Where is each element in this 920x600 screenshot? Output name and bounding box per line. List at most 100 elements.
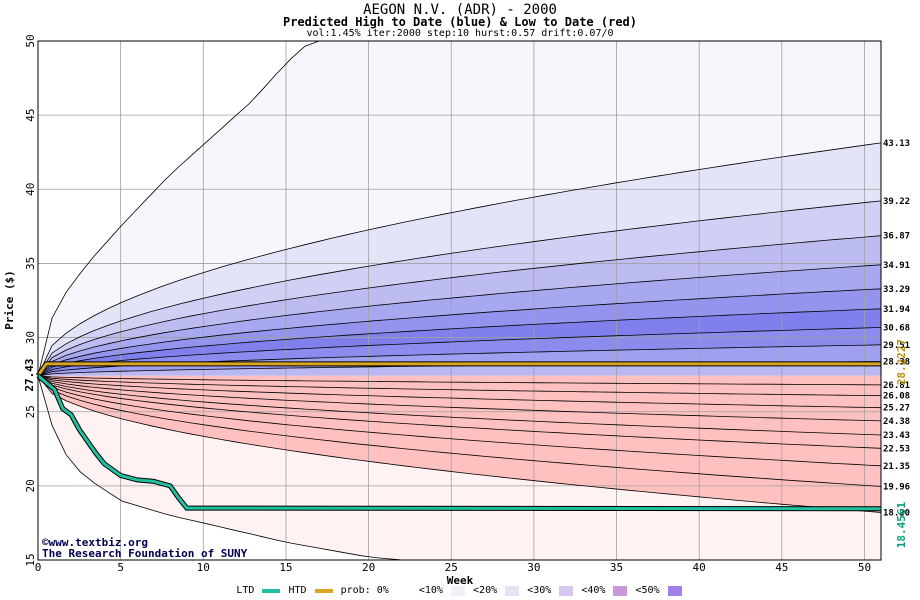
high-band-6 <box>38 308 881 376</box>
low-band-9 <box>38 375 881 513</box>
series-line-14 <box>37 375 882 422</box>
end-value-labels: 43.13 39.22 36.87 34.91 33.29 31.94 30.68 29.51… <box>883 139 911 519</box>
series-line-13 <box>37 375 882 409</box>
low-probability-bands <box>38 375 881 560</box>
chart-subtitle: Predicted High to Date (blue) & Low to D… <box>282 15 637 29</box>
x-tick-label-8: 40 <box>693 561 706 574</box>
y-tick-label-5: 40 <box>24 183 37 196</box>
high-band-5 <box>38 288 881 376</box>
y-axis-label: Price ($) <box>3 270 16 330</box>
series-line-11 <box>37 375 882 386</box>
legend-item-2: <20% <box>473 585 498 596</box>
y-tick-label-2: 25 <box>24 405 37 418</box>
y-tick-label-6: 45 <box>24 109 37 122</box>
legend-item-0: 0% <box>376 585 389 596</box>
series-lines <box>35 40 882 561</box>
watermark-org: The Research Foundation of SUNY <box>42 547 248 560</box>
legend-swatch-4 <box>613 585 628 596</box>
x-tick-label-0: 0 <box>35 561 42 574</box>
series-line-15 <box>37 375 882 436</box>
x-axis-label: Week <box>447 574 474 587</box>
low-end-label-1: 26.08 <box>883 392 910 402</box>
legend-swatch-0 <box>396 585 411 596</box>
x-tick-label-6: 30 <box>527 561 540 574</box>
htd-line <box>36 362 881 377</box>
high-end-label-6: 30.68 <box>883 323 910 333</box>
htd-value-label: 28.2227 <box>895 339 908 385</box>
series-line-5 <box>37 288 882 377</box>
high-band-7 <box>38 327 881 376</box>
legend-item-5: <50% <box>635 585 660 596</box>
low-end-label-4: 23.43 <box>883 431 910 441</box>
high-end-label-7: 29.51 <box>883 341 910 351</box>
series-line-17 <box>37 375 882 467</box>
legend-prob-label: prob: <box>340 585 371 596</box>
x-tick-label-2: 10 <box>197 561 210 574</box>
legend-swatch-3 <box>559 585 574 596</box>
low-end-label-5: 22.53 <box>883 444 910 454</box>
legend-htd-label: HTD <box>288 585 307 596</box>
high-band-0 <box>38 41 881 376</box>
legend-ltd-label: LTD <box>236 585 255 596</box>
legend-item-3: <30% <box>527 585 552 596</box>
legend-item-4: <40% <box>581 585 606 596</box>
y-tick-label-7: 50 <box>24 34 37 47</box>
chart-title: AEGON N.V. (ADR) - 2000 <box>363 2 557 18</box>
series-line-1 <box>37 142 882 376</box>
legend-htd-swatch <box>314 588 333 593</box>
high-end-label-1: 39.22 <box>883 197 910 207</box>
high-band-4 <box>38 264 881 376</box>
high-end-label-0: 43.13 <box>883 139 910 149</box>
low-end-label-0: 26.81 <box>883 381 910 391</box>
y-tick-label-3: 30 <box>24 331 37 344</box>
y-tick-label-1: 20 <box>24 479 37 492</box>
x-tick-label-10: 50 <box>858 561 871 574</box>
series-line-6 <box>37 308 882 377</box>
high-end-label-4: 33.29 <box>883 285 910 295</box>
y-tick-label-4: 35 <box>24 257 37 270</box>
series-line-18 <box>37 375 882 487</box>
legend-item-1: <10% <box>418 585 443 596</box>
axis-ticks: 0 5 10 15 20 25 30 35 40 45 50 15 20 25 30 35 40 45 50 <box>24 34 871 574</box>
series-line-7 <box>37 327 882 377</box>
x-tick-label-7: 35 <box>610 561 623 574</box>
low-end-label-7: 19.96 <box>883 482 910 492</box>
low-end-label-8: 18.20 <box>883 509 910 519</box>
series-line-3 <box>37 235 882 376</box>
series-line-19 <box>37 375 882 513</box>
watermark-url: ©www.textbiz.org <box>42 536 148 549</box>
low-end-label-3: 24.38 <box>883 417 910 427</box>
legend: LTD HTD prob: 0% <10% <20% <30% <40% <50… <box>0 585 920 597</box>
x-tick-label-3: 15 <box>279 561 292 574</box>
low-end-label-2: 25.27 <box>883 404 910 414</box>
high-band-1 <box>38 142 881 376</box>
series-line-16 <box>37 375 882 449</box>
high-end-label-8: 28.38 <box>883 358 910 368</box>
x-tick-label-4: 20 <box>362 561 375 574</box>
x-tick-label-9: 45 <box>775 561 788 574</box>
legend-swatch-2 <box>505 585 520 596</box>
y-tick-label-0: 15 <box>24 553 37 566</box>
legend-swatch-5 <box>667 585 682 596</box>
high-end-label-2: 36.87 <box>883 232 910 242</box>
series-line-12 <box>37 375 882 397</box>
high-probability-bands <box>38 41 881 376</box>
x-tick-label-1: 5 <box>117 561 124 574</box>
low-end-label-6: 21.35 <box>883 462 910 472</box>
plot-frame <box>37 40 882 561</box>
series-line-2 <box>37 200 882 376</box>
series-line-4 <box>37 264 882 376</box>
ltd-line <box>37 374 882 511</box>
high-end-label-3: 34.91 <box>883 261 910 271</box>
ltd-value-label: 18.4561 <box>895 501 908 548</box>
start-price-label: 27.43 <box>23 358 36 391</box>
high-band-2 <box>38 200 881 376</box>
high-band-8 <box>38 344 881 376</box>
high-end-label-5: 31.94 <box>883 305 911 315</box>
legend-swatch-1 <box>451 585 465 596</box>
high-band-3 <box>38 235 881 376</box>
chart-parameters: vol:1.45% iter:2000 step:10 hurst:0.57 d… <box>306 28 614 39</box>
x-tick-label-5: 25 <box>445 561 458 574</box>
legend-ltd-swatch <box>262 588 281 593</box>
